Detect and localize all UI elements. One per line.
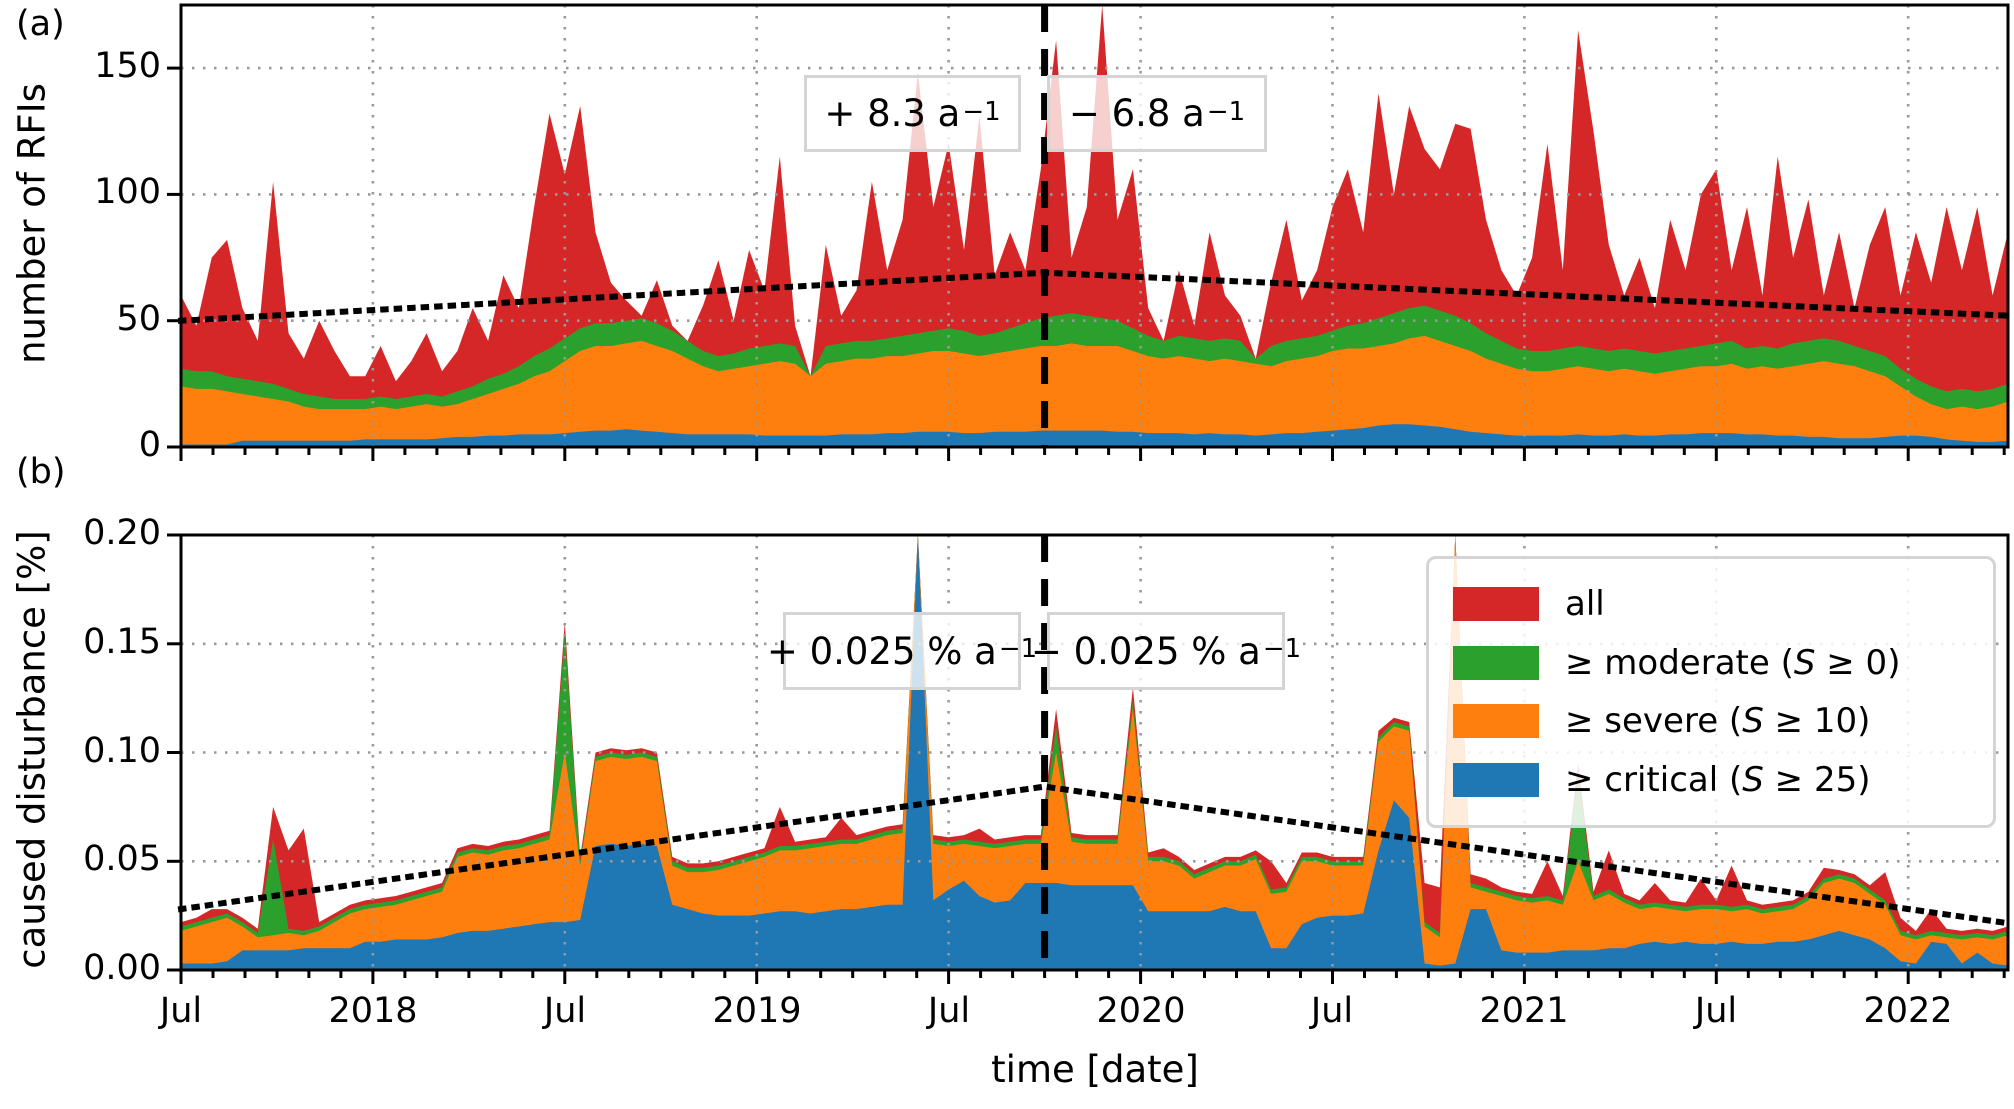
trend-annotation-sup: −1 <box>1262 634 1302 664</box>
y-tick-label: 0.10 <box>83 731 161 771</box>
y-tick-label: 0.20 <box>83 513 161 553</box>
x-tick-label: Jul <box>543 991 587 1031</box>
x-tick-label: 2019 <box>712 991 802 1031</box>
legend-swatch-severe <box>1453 704 1539 739</box>
trend-annotation-a-rise: + 8.3 a −1 <box>804 75 1021 152</box>
legend-label-severe: ≥ severe (S ≥ 10) <box>1565 701 1871 742</box>
legend-item-moderate: ≥ moderate (S ≥ 0) <box>1453 643 1993 683</box>
legend-swatch-moderate <box>1453 645 1539 680</box>
trend-annotation-sup: −1 <box>998 634 1038 664</box>
legend-label-all: all <box>1565 583 1605 624</box>
y-tick-label: 100 <box>94 172 161 212</box>
x-tick-label: 2018 <box>328 991 418 1031</box>
y-tick-label: 0.00 <box>83 948 161 988</box>
x-tick-label: 2020 <box>1096 991 1186 1031</box>
panel-a-spine <box>179 3 2010 449</box>
x-tick-label: Jul <box>1694 991 1738 1031</box>
legend-item-all: all <box>1453 584 1993 624</box>
legend-item-critical: ≥ critical (S ≥ 25) <box>1453 760 1993 800</box>
legend-item-severe: ≥ severe (S ≥ 10) <box>1453 701 1993 741</box>
panel-a-area-critical <box>181 424 2008 447</box>
x-tick-label: Jul <box>159 991 203 1031</box>
panel-a-area-severe <box>181 335 2008 447</box>
legend-label-moderate: ≥ moderate (S ≥ 0) <box>1565 642 1901 683</box>
trend-annotation-a-fall: − 6.8 a −1 <box>1047 75 1267 152</box>
x-tick-label: 2022 <box>1863 991 1953 1031</box>
y-tick-label: 0.15 <box>83 622 161 662</box>
x-axis-label: time [date] <box>991 1048 1199 1091</box>
trend-annotation-sup: −1 <box>962 96 1001 127</box>
trend-annotation-b-rise: + 0.025 % a −1 <box>767 612 1037 690</box>
y-tick-label: 0.05 <box>83 839 161 879</box>
legend: all ≥ moderate (S ≥ 0) ≥ severe (S ≥ 10)… <box>1426 556 1996 828</box>
trend-annotation-sup: −1 <box>1206 96 1246 127</box>
trend-annotation-text: − 6.8 a <box>1068 92 1205 135</box>
legend-swatch-all <box>1453 586 1539 621</box>
y-tick-label: 150 <box>94 46 161 86</box>
panel-b-tag: (b) <box>16 452 66 492</box>
x-tick-label: Jul <box>927 991 971 1031</box>
y-tick-label: 50 <box>116 299 161 339</box>
panel-a-tag: (a) <box>16 4 65 44</box>
trend-annotation-text: − 0.025 % a <box>1030 629 1261 673</box>
trend-annotation-text: + 8.3 a <box>824 92 961 135</box>
x-tick-label: Jul <box>1310 991 1354 1031</box>
trend-annotation-text: + 0.025 % a <box>766 629 997 673</box>
legend-swatch-critical <box>1453 763 1539 798</box>
legend-label-critical: ≥ critical (S ≥ 25) <box>1565 760 1871 801</box>
panel-b-area-critical <box>181 535 2008 970</box>
x-tick-label: 2021 <box>1479 991 1569 1031</box>
trend-annotation-b-fall: − 0.025 % a −1 <box>1031 612 1301 690</box>
y-tick-label: 0 <box>138 425 161 465</box>
